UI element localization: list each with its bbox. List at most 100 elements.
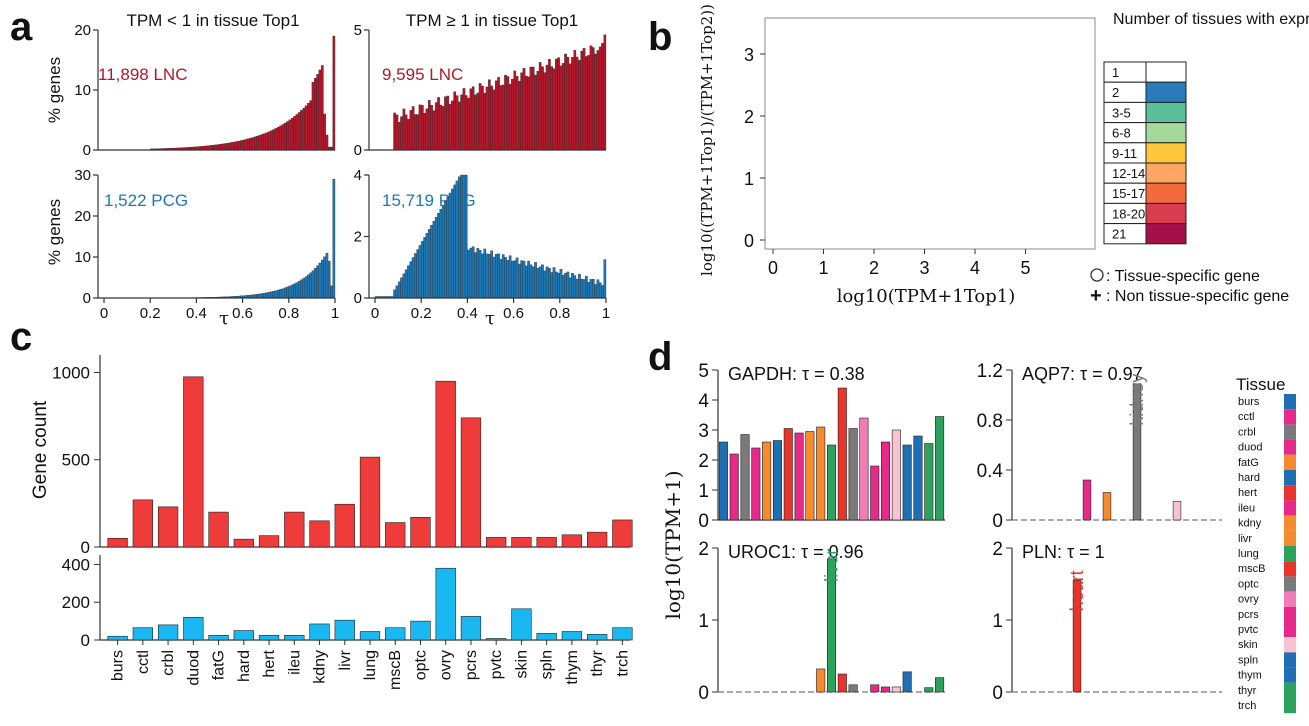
histogram-bar (323, 113, 326, 151)
legend-swatch (1145, 81, 1187, 103)
histogram-bar (501, 254, 505, 299)
tissue-legend-label: lung (1238, 548, 1259, 560)
x-tick-label: optc (412, 650, 429, 680)
histogram-bar (409, 110, 413, 151)
histogram-bar (594, 53, 597, 151)
expr-bar-thyr (924, 687, 934, 693)
histogram-bar (589, 279, 593, 299)
histogram-bar (439, 104, 443, 151)
expr-bar-ileu (794, 432, 804, 521)
histogram-bar (304, 276, 308, 299)
histogram-bar (430, 225, 433, 299)
histogram-bar (318, 262, 322, 299)
histogram-bar (497, 77, 500, 151)
panel-a-xlabel-right: τ (485, 308, 495, 329)
histogram-bar (432, 110, 436, 151)
histogram-bar (548, 59, 551, 151)
legend-label: 3-5 (1112, 105, 1131, 120)
histogram-bar (265, 132, 269, 151)
tissue-legend-label: thym (1238, 670, 1262, 682)
expr-bar-skin (1172, 500, 1182, 521)
legend-label: 9-11 (1112, 146, 1137, 161)
histogram-bar (402, 273, 406, 299)
histogram-bar (494, 254, 498, 299)
x-tick-label: thyr (589, 649, 606, 676)
tissue-legend-label: cctl (1238, 411, 1255, 423)
histogram-bar (404, 114, 408, 151)
histogram-bar (281, 124, 285, 151)
y-tick-label: 10 (74, 249, 91, 266)
x-tick-label: kdny (312, 650, 329, 684)
y-tick-label: 2 (992, 539, 1003, 560)
histogram-bar (559, 269, 563, 299)
histogram-bar (395, 285, 399, 299)
bar-bottom-trch (612, 627, 633, 641)
y-tick-label: 1000 (52, 363, 90, 382)
histogram-bar (421, 241, 424, 299)
y-tick-label: 5 (354, 22, 362, 39)
y-tick-label: 0 (354, 142, 362, 159)
histogram-bar (511, 260, 514, 299)
histogram-bar (242, 139, 246, 151)
histogram-bar (295, 114, 299, 151)
histogram-bar (513, 70, 517, 151)
histogram-bar (522, 260, 526, 299)
bar-bottom-pcrs (460, 616, 482, 641)
bar-bottom-livr (334, 619, 355, 641)
histogram-bar (527, 260, 530, 299)
histogram-bar (580, 50, 584, 151)
histogram-bar (451, 100, 454, 151)
tissue-count-legend: 1 2 3-5 6-8 9-11 12-14 15-17 18-20 21 (1103, 61, 1187, 245)
panel-a-ylabel-top: % genes (45, 57, 64, 123)
histogram-bar (311, 81, 315, 151)
histogram-bar (407, 119, 410, 151)
histogram-bar (441, 204, 445, 299)
expr-bar-livr (816, 668, 826, 693)
tissue-legend-swatch (1284, 500, 1296, 516)
histogram-bar (293, 283, 296, 299)
expr-bar-livr (816, 426, 826, 521)
expr-bar-spln (902, 444, 912, 521)
x-tick-label: 5 (1020, 258, 1030, 278)
histogram-bar (601, 285, 604, 299)
legend-swatch (1145, 223, 1187, 245)
histogram-bar (564, 272, 567, 299)
histogram-bar (423, 113, 426, 151)
histogram-bar (575, 278, 579, 299)
bar-top-skin (511, 537, 532, 548)
legend-swatch (1145, 202, 1187, 225)
histogram-bar (474, 252, 477, 299)
histogram-bar (286, 121, 289, 151)
histogram-bar (596, 50, 600, 151)
tissue-legend-swatch (1284, 561, 1296, 577)
histogram-bar (541, 66, 544, 151)
y-tick-label: 500 (62, 451, 90, 470)
x-tick-label: 3 (919, 258, 929, 278)
histogram-bar (217, 144, 220, 151)
x-tick-label: 0.2 (411, 305, 432, 322)
histogram-bar (263, 133, 266, 151)
marker-legend: : Tissue-specific gene + : Non tissue-sp… (1090, 268, 1289, 307)
x-tick-label: ovry (438, 650, 455, 680)
expr-bar-pvtc (881, 686, 891, 693)
histogram-bar (309, 100, 313, 151)
histogram-bar (455, 180, 459, 299)
x-tick-label: 2 (869, 258, 879, 278)
histogram-bar (395, 114, 399, 151)
histogram-bar (207, 145, 211, 151)
tissue-legend-label: crbl (1238, 426, 1256, 438)
histogram-bar (233, 141, 236, 151)
histogram-bar (566, 271, 570, 299)
y-tick-label: 1.2 (977, 361, 1003, 382)
panel-a-title-left: TPM < 1 in tissue Top1 (126, 11, 299, 30)
annotation-label: kidney (1127, 374, 1147, 426)
histogram-bar (318, 69, 322, 151)
x-tick-label: 0 (371, 305, 379, 322)
histogram-bar (587, 55, 590, 151)
x-tick-label: hert (261, 649, 278, 677)
tissue-legend-swatch (1284, 454, 1296, 470)
histogram-bar (430, 105, 433, 151)
histogram-bar (411, 257, 415, 299)
expr-bar-kdny (805, 431, 815, 521)
tissue-legend-swatch (1284, 667, 1296, 683)
